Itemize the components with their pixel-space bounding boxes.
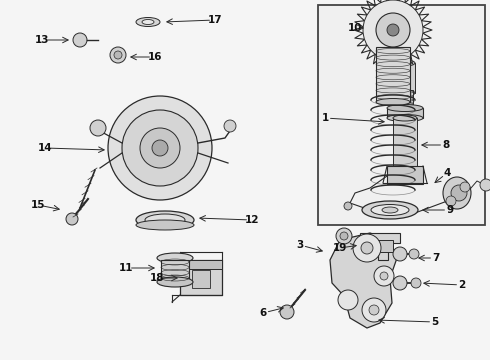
Circle shape	[446, 196, 456, 206]
Circle shape	[374, 266, 394, 286]
Bar	[180, 260, 222, 269]
Bar	[397, 90, 413, 110]
Bar	[387, 108, 423, 118]
Circle shape	[362, 298, 386, 322]
Ellipse shape	[136, 220, 194, 230]
Circle shape	[66, 213, 78, 225]
Text: 16: 16	[148, 52, 162, 62]
Bar	[180, 260, 222, 295]
Ellipse shape	[136, 18, 160, 27]
Text: 5: 5	[431, 317, 439, 327]
Ellipse shape	[145, 214, 185, 226]
Circle shape	[393, 276, 407, 290]
Circle shape	[338, 290, 358, 310]
Text: 3: 3	[296, 240, 304, 250]
Text: 13: 13	[35, 35, 49, 45]
Circle shape	[108, 96, 212, 200]
Ellipse shape	[382, 207, 398, 213]
Ellipse shape	[393, 170, 417, 176]
Text: 2: 2	[458, 280, 466, 290]
Ellipse shape	[157, 253, 193, 263]
Circle shape	[363, 0, 423, 60]
Ellipse shape	[376, 99, 410, 105]
Text: 19: 19	[333, 243, 347, 253]
Bar	[402, 18, 408, 63]
Circle shape	[480, 179, 490, 191]
Circle shape	[353, 234, 381, 262]
Ellipse shape	[387, 114, 423, 122]
Ellipse shape	[157, 277, 193, 287]
Ellipse shape	[395, 90, 415, 96]
Ellipse shape	[443, 177, 471, 209]
Text: 18: 18	[150, 273, 164, 283]
Circle shape	[90, 120, 106, 136]
Bar	[161, 260, 189, 282]
Text: 6: 6	[259, 308, 267, 318]
Text: 12: 12	[245, 215, 259, 225]
Text: 7: 7	[432, 253, 440, 263]
Bar	[387, 166, 423, 184]
Text: 17: 17	[208, 15, 222, 25]
Circle shape	[387, 24, 399, 36]
Circle shape	[114, 51, 122, 59]
Ellipse shape	[362, 201, 418, 219]
Text: 14: 14	[38, 143, 52, 153]
Bar	[395, 63, 415, 93]
Circle shape	[340, 232, 348, 240]
Circle shape	[110, 47, 126, 63]
Polygon shape	[330, 233, 397, 328]
Bar	[375, 240, 393, 252]
Circle shape	[409, 249, 419, 259]
Ellipse shape	[395, 60, 415, 66]
Circle shape	[122, 110, 198, 186]
Polygon shape	[360, 233, 400, 260]
Circle shape	[73, 33, 87, 47]
Bar	[393, 118, 417, 173]
Ellipse shape	[387, 104, 423, 112]
Text: 1: 1	[321, 113, 329, 123]
Circle shape	[451, 185, 467, 201]
Circle shape	[460, 182, 470, 192]
Text: 11: 11	[119, 263, 133, 273]
Ellipse shape	[393, 115, 417, 121]
Text: 9: 9	[446, 205, 454, 215]
Circle shape	[393, 247, 407, 261]
Text: 8: 8	[442, 140, 450, 150]
Text: 4: 4	[443, 168, 451, 178]
Circle shape	[369, 305, 379, 315]
Circle shape	[140, 128, 180, 168]
Circle shape	[344, 202, 352, 210]
Ellipse shape	[142, 19, 154, 24]
Bar	[318, 5, 485, 225]
Circle shape	[411, 278, 421, 288]
Circle shape	[376, 13, 410, 47]
Circle shape	[361, 242, 373, 254]
Bar	[376, 47, 410, 102]
Text: 10: 10	[348, 23, 362, 33]
Circle shape	[336, 228, 352, 244]
Circle shape	[224, 120, 236, 132]
Circle shape	[380, 272, 388, 280]
Ellipse shape	[136, 211, 194, 229]
Ellipse shape	[371, 204, 409, 216]
Circle shape	[280, 305, 294, 319]
Bar	[192, 270, 210, 288]
Text: 15: 15	[31, 200, 45, 210]
Circle shape	[152, 140, 168, 156]
